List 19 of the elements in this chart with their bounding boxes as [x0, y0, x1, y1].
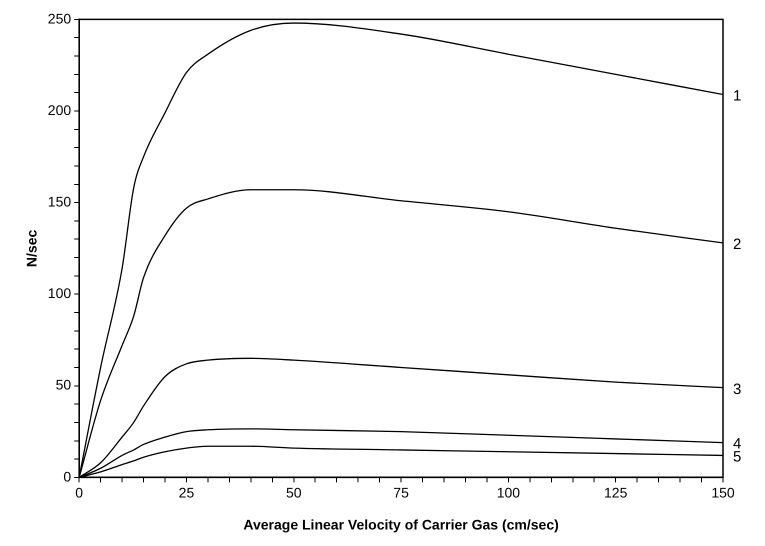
x-tick-label: 75 [393, 484, 410, 501]
x-axis-title: Average Linear Velocity of Carrier Gas (cm/sec) [243, 516, 559, 532]
series-label: 3 [733, 380, 742, 398]
y-tick-label: 200 [48, 102, 72, 118]
y-tick-label: 150 [48, 193, 72, 210]
x-tick-label: 100 [496, 484, 520, 501]
y-tick-label: 250 [48, 10, 72, 26]
x-tick-label: 25 [178, 484, 194, 501]
y-axis-title: N/sec [23, 230, 40, 268]
x-tick-label: 0 [75, 484, 84, 501]
x-tick-label: 125 [604, 484, 628, 501]
series-label: 5 [733, 448, 742, 466]
y-tick-label: 50 [56, 376, 72, 393]
x-tick-label: 50 [286, 484, 302, 501]
series-label: 2 [733, 236, 742, 254]
x-tick-label: 150 [711, 484, 735, 501]
series-label: 1 [733, 88, 742, 105]
y-tick-label: 100 [48, 285, 72, 302]
y-tick-label: 0 [63, 468, 72, 484]
